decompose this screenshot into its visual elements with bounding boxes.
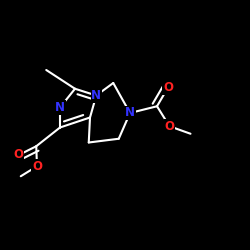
Text: N: N — [125, 106, 135, 120]
Text: O: O — [164, 120, 174, 133]
Text: N: N — [55, 101, 65, 114]
Text: O: O — [32, 160, 42, 173]
Text: O: O — [14, 148, 24, 162]
Text: O: O — [163, 81, 173, 94]
Text: N: N — [91, 89, 101, 102]
